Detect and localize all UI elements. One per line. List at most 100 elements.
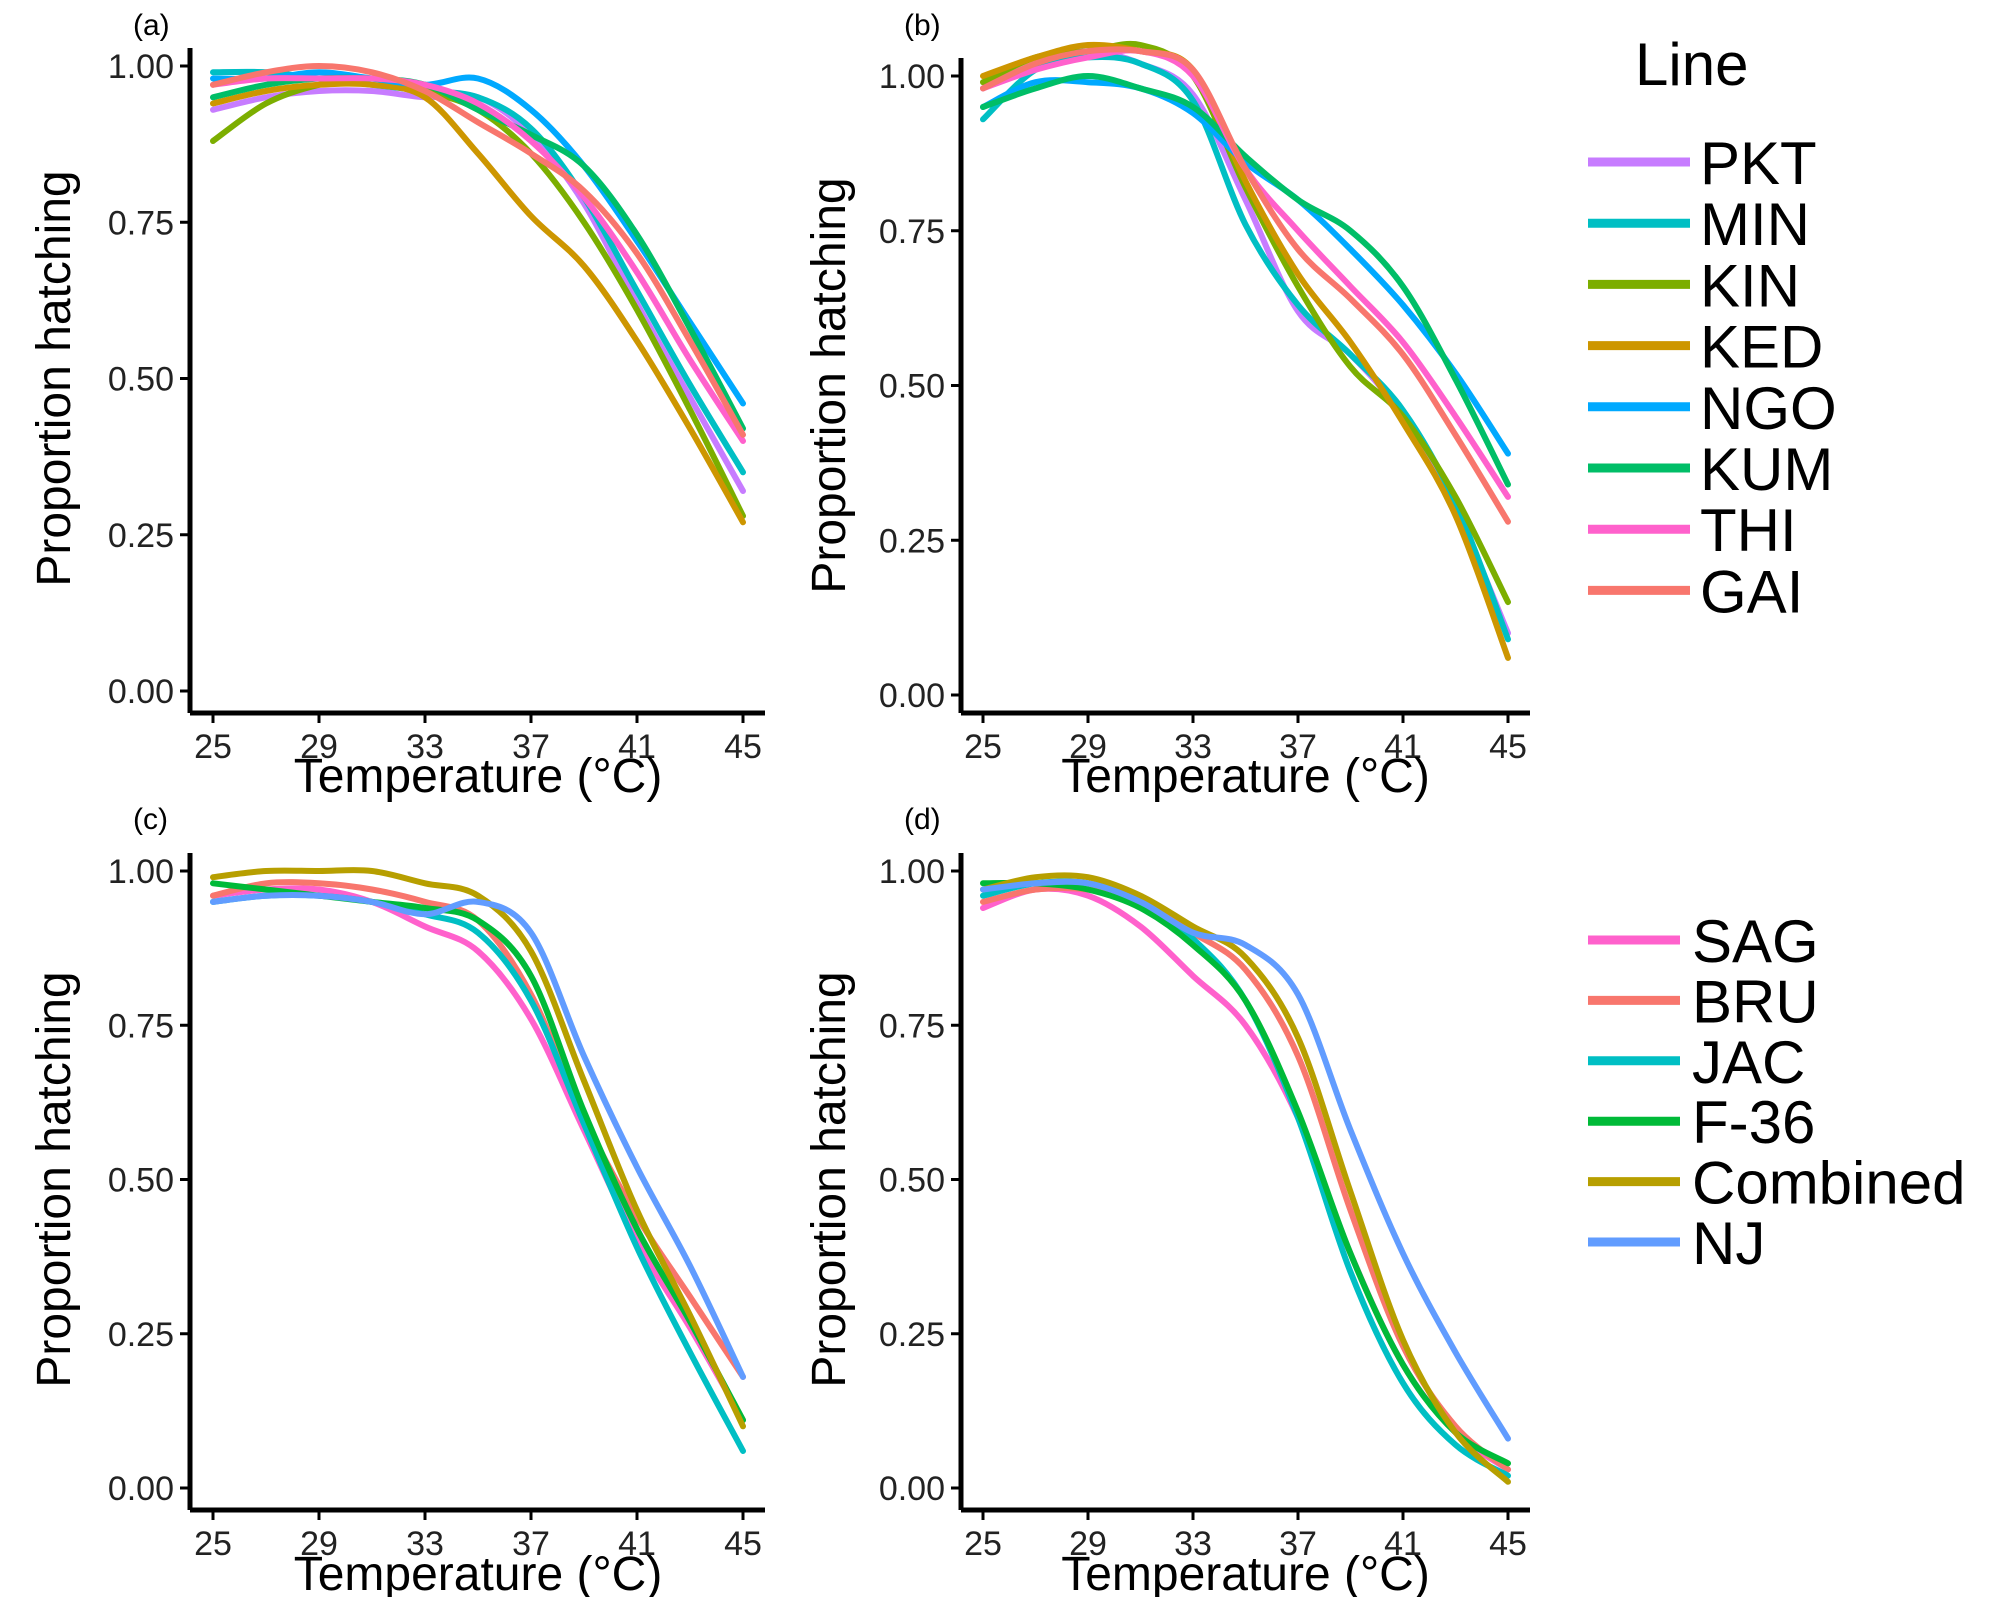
- x-tick-label: 45: [1489, 1525, 1527, 1563]
- series-line-sag: [980, 885, 1511, 1473]
- panel-c: (c) 0.00 0.25 0.50 0.75 1.00 25 29 33 37 41 45 Tempe…: [28, 803, 765, 1597]
- y-tick-label: 0.00: [108, 673, 174, 711]
- y-tick-label: 0.50: [108, 361, 174, 399]
- legend-label-min: MIN: [1700, 191, 1810, 258]
- legend-label-nj: NJ: [1692, 1210, 1765, 1277]
- series-line-thi: [980, 47, 1511, 500]
- series-line-kin: [980, 40, 1511, 606]
- y-tick-label: 0.25: [879, 1316, 945, 1354]
- legend-label-ked: KED: [1700, 314, 1823, 381]
- x-tick-label: 25: [964, 728, 1002, 766]
- series-line-f-36: [980, 879, 1511, 1467]
- series-line-min: [210, 68, 746, 476]
- legend-label-bru: BRU: [1692, 968, 1819, 1035]
- y-tick-label: 0.75: [108, 204, 174, 242]
- legend-label-sag: SAG: [1692, 908, 1819, 975]
- x-tick-label: 33: [1174, 1525, 1212, 1563]
- y-tick-label: 0.50: [879, 1162, 945, 1200]
- x-tick-label: 37: [1279, 1525, 1317, 1563]
- series-line-ngo: [980, 77, 1511, 457]
- x-tick-label: 37: [1279, 728, 1317, 766]
- series-line-min: [980, 53, 1511, 643]
- series-line-ked: [210, 80, 746, 526]
- series-line-nj: [210, 891, 746, 1380]
- legend-label-pkt: PKT: [1700, 130, 1817, 197]
- panel-label: (b): [904, 9, 941, 42]
- y-axis-title: Proportion hatching: [803, 177, 856, 593]
- y-tick-label: 0.25: [108, 1316, 174, 1354]
- series-line-combined: [980, 872, 1511, 1485]
- x-tick-label: 45: [1489, 728, 1527, 766]
- x-tick-label: 29: [300, 728, 338, 766]
- y-tick-label: 0.75: [879, 213, 945, 251]
- x-tick-label: 45: [724, 728, 762, 766]
- x-tick-label: 25: [194, 728, 232, 766]
- y-axis-title: Proportion hatching: [28, 170, 81, 586]
- x-tick-label: 41: [618, 728, 656, 766]
- x-tick-label: 25: [194, 1525, 232, 1563]
- series-line-combined: [210, 867, 746, 1430]
- y-axis-title: Proportion hatching: [803, 971, 856, 1387]
- y-tick-label: 0.50: [879, 368, 945, 406]
- y-tick-label: 0.25: [879, 522, 945, 560]
- series-line-gai: [980, 46, 1511, 525]
- series-line-thi: [210, 75, 746, 444]
- x-tick-label: 37: [512, 1525, 550, 1563]
- panel-a: (a) 0.00 0.25 0.50 0.75 1.00 25 29 33 37 41 45 Tempe…: [28, 9, 765, 803]
- panel-d: (d) 0.00 0.25 0.50 0.75 1.00 25 29 33 37 41 45 Tempe…: [803, 803, 1530, 1597]
- y-tick-label: 0.00: [879, 677, 945, 715]
- y-tick-label: 1.00: [879, 853, 945, 891]
- x-tick-label: 29: [300, 1525, 338, 1563]
- x-tick-label: 37: [512, 728, 550, 766]
- y-tick-label: 0.75: [879, 1007, 945, 1045]
- series-line-gai: [210, 63, 746, 438]
- series-line-f-36: [210, 880, 746, 1424]
- legend-title: Line: [1635, 31, 1748, 98]
- series-line-nj: [980, 878, 1511, 1442]
- legend-label-jac: JAC: [1692, 1029, 1805, 1096]
- x-tick-label: 25: [964, 1525, 1002, 1563]
- y-tick-label: 1.00: [879, 58, 945, 96]
- y-tick-label: 0.00: [108, 1470, 174, 1508]
- series-line-kum: [980, 73, 1511, 488]
- panel-b: (b) 0.00 0.25 0.50 0.75 1.00 25 29 33 37 41 45 Tempe…: [803, 9, 1530, 803]
- legend-label-ngo: NGO: [1700, 375, 1837, 442]
- series-line-kum: [210, 74, 746, 432]
- x-axis-title: Temperature (°C): [294, 1548, 663, 1597]
- x-tick-label: 41: [618, 1525, 656, 1563]
- legend-label-thi: THI: [1700, 497, 1797, 564]
- x-axis-title: Temperature (°C): [1061, 750, 1430, 803]
- x-tick-label: 29: [1069, 728, 1107, 766]
- legend-label-kin: KIN: [1700, 252, 1800, 319]
- legend-label-gai: GAI: [1700, 558, 1803, 625]
- y-tick-label: 0.75: [108, 1007, 174, 1045]
- y-tick-label: 1.00: [108, 48, 174, 86]
- x-tick-label: 33: [406, 728, 444, 766]
- panel-label: (c): [133, 803, 168, 836]
- series-line-jac: [210, 891, 746, 1454]
- series-line-ked: [980, 41, 1511, 661]
- x-axis-title: Temperature (°C): [294, 750, 663, 803]
- x-tick-label: 45: [724, 1525, 762, 1563]
- legend-label-kum: KUM: [1700, 436, 1833, 503]
- x-axis-title: Temperature (°C): [1061, 1548, 1430, 1597]
- panel-label: (d): [904, 803, 941, 836]
- legend-label-f-36: F-36: [1692, 1089, 1815, 1156]
- x-tick-label: 33: [406, 1525, 444, 1563]
- y-tick-label: 0.50: [108, 1162, 174, 1200]
- series-line-sag: [210, 885, 746, 1424]
- legend-label-combined: Combined: [1692, 1150, 1966, 1217]
- y-tick-label: 0.25: [108, 517, 174, 555]
- x-tick-label: 29: [1069, 1525, 1107, 1563]
- series-line-bru: [980, 885, 1511, 1473]
- x-tick-label: 41: [1384, 728, 1422, 766]
- x-tick-label: 41: [1384, 1525, 1422, 1563]
- panel-label: (a): [133, 9, 170, 42]
- x-tick-label: 33: [1174, 728, 1212, 766]
- y-tick-label: 0.00: [879, 1470, 945, 1508]
- y-tick-label: 1.00: [108, 853, 174, 891]
- y-axis-title: Proportion hatching: [28, 971, 81, 1387]
